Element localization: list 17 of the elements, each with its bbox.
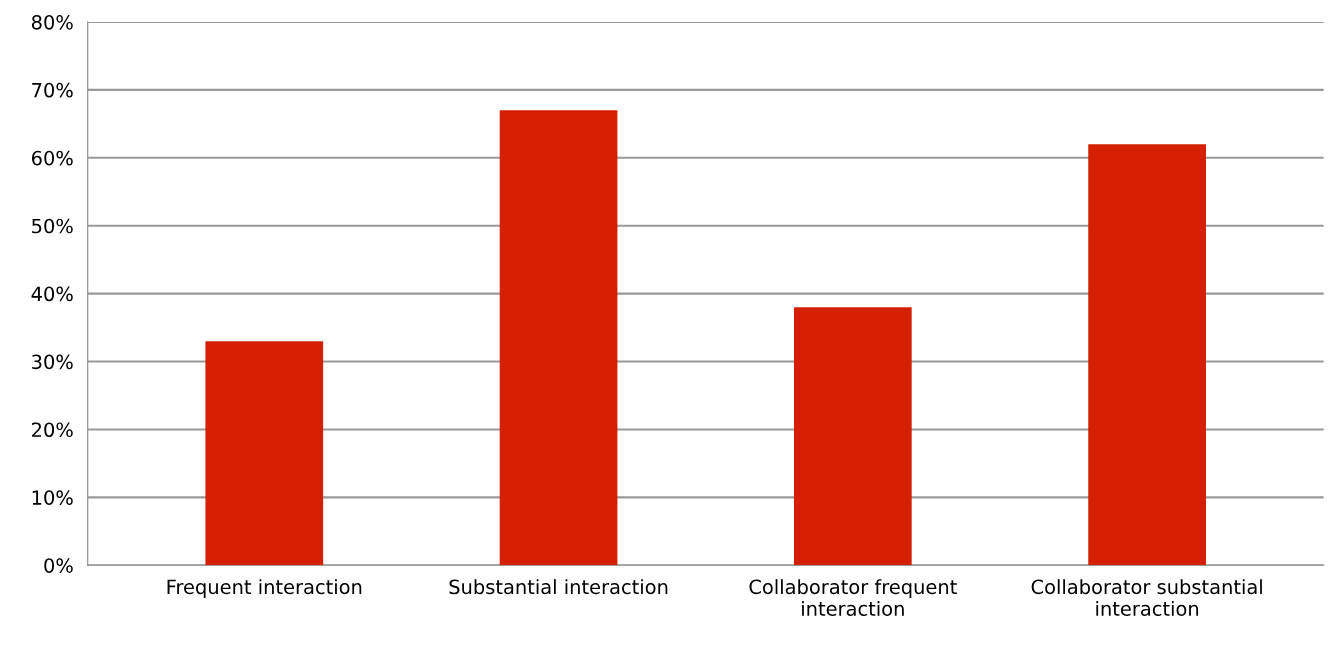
x-tick-label: Collaborator substantial interaction: [1031, 579, 1262, 616]
x-tick-label: Substantial interaction: [449, 579, 668, 595]
y-tick-label: 40%: [31, 286, 73, 302]
bar: [499, 110, 618, 566]
y-tick-label: 10%: [32, 490, 73, 505]
x-tick-label: Collaborator frequent interaction: [749, 579, 957, 616]
bar: [205, 341, 324, 566]
y-tick-label: 60%: [31, 150, 73, 166]
y-tick-label: 70%: [32, 82, 73, 98]
y-tick-label: 50%: [32, 218, 73, 234]
y-tick-label: 80%: [31, 14, 73, 30]
x-tick-label: Frequent interaction: [167, 579, 362, 598]
y-tick-label: 0%: [44, 558, 73, 573]
y-tick-label: 20%: [32, 422, 73, 438]
bar: [1088, 144, 1206, 566]
bar: [793, 307, 912, 566]
y-tick-label: 30%: [32, 354, 73, 370]
